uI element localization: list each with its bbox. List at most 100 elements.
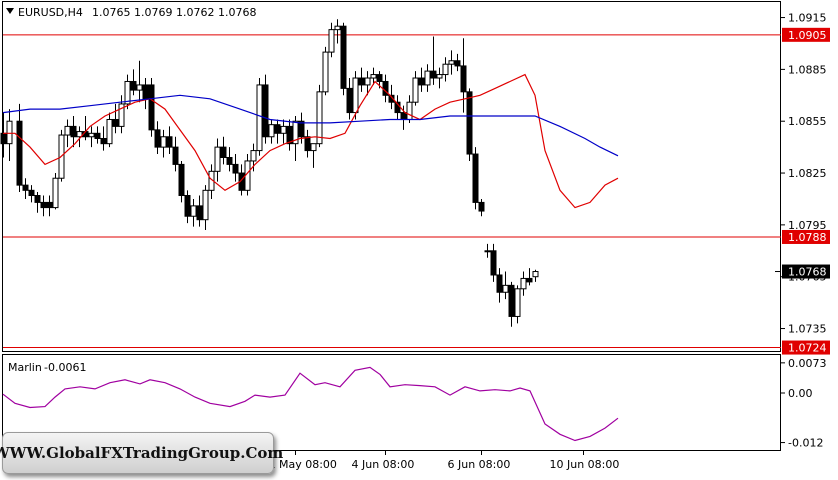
indicator-value: -0.0061 [44,361,86,374]
oscillator-axis: 0.0073 0.00 -0.012 [781,357,827,450]
price-tick-label: 1.0795 [788,219,827,232]
candle-bear [472,153,479,203]
candle-bull [502,284,509,293]
candle-bear [340,25,347,89]
ma-slow-line [2,94,619,157]
candle-bear [46,201,53,209]
ohlc-readout: 1.0765 1.0769 1.0762 1.0768 [92,6,256,19]
candle-bull [136,84,143,91]
indicator-name: Marlin [8,361,42,374]
candle-bull [256,84,263,152]
candle-bear [286,125,293,145]
level-labels-layer: 1.0905 1.0788 1.0724 1.0768 [775,27,830,355]
candle-bull [514,288,521,317]
candle-bear [70,125,77,138]
candle-bull [448,60,455,65]
levels-layer [3,34,781,349]
candle-bear [100,137,107,145]
candle-bear [274,124,281,134]
price-tick-label: 1.0915 [788,12,827,25]
level-price-tag [782,340,830,355]
candle-bull [406,101,413,120]
ma-lines-layer [2,73,619,209]
candle-bull [124,80,131,105]
chart-menu-triangle-icon[interactable] [6,8,14,14]
candle-bear [148,84,155,131]
price-tick-label: 1.0855 [788,115,827,128]
candle-bull [484,250,491,253]
candle-bull [280,125,287,134]
candle-bear [430,70,437,79]
oscillator-layer [2,366,619,442]
candle-bull [442,63,449,76]
candle-bear [454,60,461,67]
candle-bear [16,120,23,186]
candle-bear [478,201,485,212]
current-price-tag-label: 1.0768 [788,266,827,279]
candle-bull [424,70,431,86]
osc-tick-label: 0.0073 [788,357,827,370]
candle-bear [304,136,311,152]
level-price-tag [782,229,830,244]
candle-bull [202,189,209,221]
candle-bear [166,136,173,148]
level-price-tag [782,27,830,42]
osc-tick-label: -0.012 [788,437,823,450]
level-price-tag-label: 1.0905 [788,29,827,42]
watermark-text: WWW.GlobalFXTradingGroup.Com [0,444,284,462]
candle-bear [526,277,533,283]
price-axis: 1.09151.08851.08551.08251.07951.07651.07… [781,12,827,336]
candle-bear [460,65,467,93]
candle-bear [94,132,101,139]
candle-bear [262,84,269,138]
candle-bear [184,195,191,217]
price-tick-label: 1.0885 [788,63,827,76]
candle-bull [328,29,335,53]
candle-bear [376,74,383,82]
current-price-tag [782,264,830,279]
candle-bull [106,118,113,145]
main-panel-frame [2,1,781,352]
candle-bull [364,77,371,86]
time-tick-label: 10 Jun 08:00 [550,458,620,471]
ma-fast-line [3,73,619,209]
candle-bear [226,156,233,165]
time-axis: 31 May 08:00 4 Jun 08:00 6 Jun 08:00 10 Jun… [262,451,620,471]
candle-bull [370,74,377,79]
candle-bull [412,77,419,103]
level-price-tag-label: 1.0788 [788,231,827,244]
candle-bull [52,177,59,209]
candle-bull [6,120,13,145]
candles-layer [0,19,539,327]
candle-bull [310,143,317,152]
candle-bear [298,120,305,138]
candle-bear [490,250,497,276]
candle-bear [142,84,149,100]
candle-bull [88,132,95,138]
candle-bull [532,271,539,278]
time-tick-label: 4 Jun 08:00 [352,458,415,471]
candle-bull [214,146,221,172]
candle-bear [232,163,239,174]
candle-bull [250,150,257,162]
candle-bear [112,118,119,127]
candle-bull [436,74,443,79]
candle-bull [118,103,125,127]
candle-bear [196,205,203,221]
candle-bear [466,91,473,155]
marlin-line [2,366,619,442]
candle-bull [76,131,83,138]
price-tick-label: 1.0735 [788,323,827,336]
candle-bear [28,189,35,197]
time-tick-label: 31 May 08:00 [262,458,337,471]
candle-bear [496,274,503,293]
candle-bull [160,136,167,148]
osc-tick-label: 0.00 [788,387,813,400]
time-tick-label: 6 Jun 08:00 [448,458,511,471]
candle-bull [268,124,275,138]
candle-bear [220,146,227,158]
candle-bear [358,77,365,86]
candle-bear [0,132,7,145]
candle-bull [352,77,359,114]
